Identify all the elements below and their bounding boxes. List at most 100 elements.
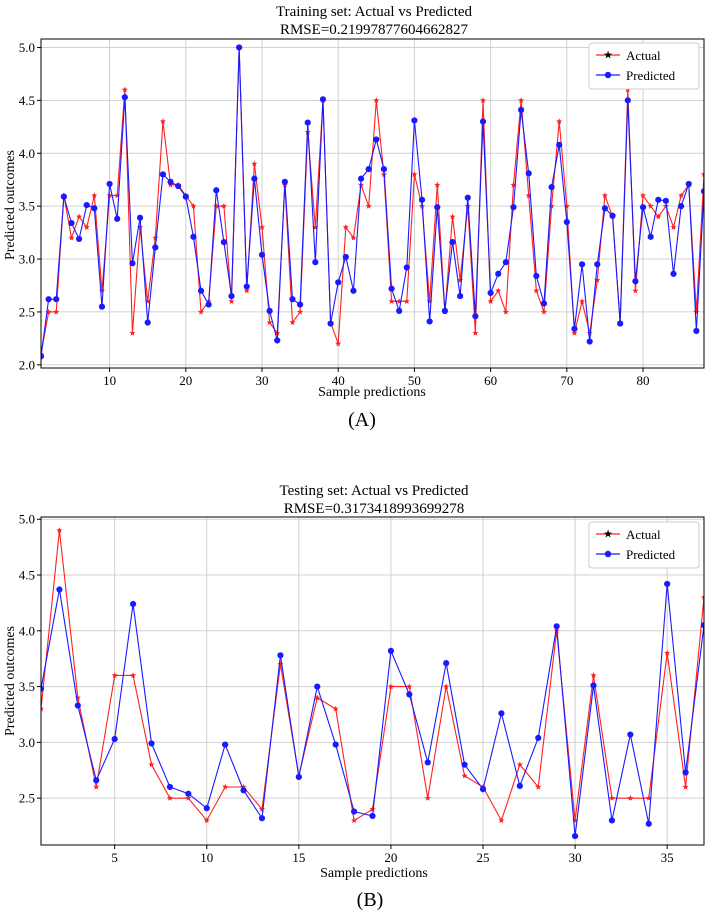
predicted-point xyxy=(342,253,349,261)
actual-point xyxy=(258,806,266,812)
actual-point xyxy=(121,86,128,93)
actual-point xyxy=(213,202,220,209)
chart-title: Training set: Actual vs Predicted xyxy=(276,4,473,20)
actual-point xyxy=(572,817,579,824)
predicted-point xyxy=(53,296,60,303)
actual-point xyxy=(424,794,431,801)
predicted-point xyxy=(662,197,669,204)
actual-point xyxy=(426,298,433,304)
panel-label: (A) xyxy=(348,409,376,431)
actual-point xyxy=(56,527,63,533)
predicted-point xyxy=(608,817,616,824)
legend-actual-star-icon: ★ xyxy=(603,529,613,541)
predicted-point xyxy=(498,710,505,717)
actual-point xyxy=(495,287,502,294)
actual-point xyxy=(68,234,75,241)
actual-point xyxy=(693,308,700,315)
panel-label: (B) xyxy=(357,889,384,911)
x-tick-label: 35 xyxy=(661,850,674,865)
predicted-point xyxy=(106,180,113,188)
predicted-point xyxy=(114,215,121,222)
actual-point xyxy=(111,672,118,679)
predicted-point xyxy=(60,193,67,200)
actual-point xyxy=(53,308,60,315)
predicted-point xyxy=(167,178,174,185)
actual-point xyxy=(74,694,81,701)
x-tick-label: 15 xyxy=(292,850,305,865)
actual-point xyxy=(83,224,90,230)
legend: ★ Actual Predicted xyxy=(588,42,700,90)
actual-point xyxy=(258,224,266,230)
legend-predicted-label: Predicted xyxy=(626,547,676,562)
actual-point xyxy=(148,761,155,768)
legend-actual-label: Actual xyxy=(626,527,661,542)
predicted-point xyxy=(205,301,212,308)
actual-point xyxy=(76,213,83,220)
actual-point xyxy=(312,224,319,230)
predicted-point xyxy=(319,96,327,103)
legend-predicted-label: Predicted xyxy=(626,68,676,83)
actual-point xyxy=(297,308,304,315)
series-line-actual xyxy=(41,47,704,355)
y-tick-label: 3.0 xyxy=(19,735,35,750)
predicted-point xyxy=(632,278,639,285)
actual-point xyxy=(647,202,654,209)
predicted-point xyxy=(166,783,174,791)
x-axis-label: Sample predictions xyxy=(318,385,426,400)
predicted-point xyxy=(609,212,616,219)
legend-actual-label: Actual xyxy=(626,48,661,63)
plot-frame xyxy=(40,38,705,369)
predicted-point xyxy=(457,292,464,300)
actual-point xyxy=(228,298,235,304)
actual-point xyxy=(510,181,517,188)
predicted-point xyxy=(190,233,197,240)
predicted-point xyxy=(312,259,319,266)
actual-point xyxy=(525,192,532,199)
predicted-point xyxy=(98,303,106,310)
actual-point xyxy=(516,761,523,768)
actual-point xyxy=(114,192,121,199)
actual-point xyxy=(586,329,593,336)
predicted-point xyxy=(289,296,296,303)
predicted-point xyxy=(639,204,647,211)
actual-point xyxy=(608,794,615,801)
predicted-point xyxy=(373,136,380,143)
actual-point xyxy=(106,192,113,199)
actual-point xyxy=(243,287,250,294)
predicted-point xyxy=(357,175,365,182)
actual-point xyxy=(655,213,662,220)
predicted-point xyxy=(495,270,502,277)
predicted-point xyxy=(594,261,601,268)
predicted-point xyxy=(472,313,479,320)
predicted-point xyxy=(535,734,542,741)
y-axis-label: Predicted outcomes xyxy=(3,150,18,260)
predicted-point xyxy=(443,660,450,667)
predicted-point xyxy=(571,325,578,332)
actual-point xyxy=(396,298,403,304)
predicted-point xyxy=(578,261,586,268)
actual-point xyxy=(627,794,634,801)
predicted-point xyxy=(682,769,689,776)
actual-point xyxy=(137,224,144,230)
x-tick-label: 30 xyxy=(256,373,269,388)
actual-point xyxy=(342,224,349,230)
predicted-point xyxy=(548,184,555,191)
y-tick-label: 3.5 xyxy=(19,199,35,214)
actual-point xyxy=(472,329,479,336)
predicted-point xyxy=(197,287,205,294)
actual-point xyxy=(277,661,284,667)
actual-point xyxy=(664,649,671,656)
predicted-point xyxy=(601,205,609,212)
predicted-point xyxy=(365,166,372,173)
actual-point xyxy=(222,783,229,790)
predicted-point xyxy=(41,685,45,692)
actual-point xyxy=(590,672,597,679)
actual-point xyxy=(601,192,608,199)
predicted-point xyxy=(441,307,448,314)
predicted-point xyxy=(678,203,685,210)
actual-point xyxy=(190,202,197,209)
predicted-point xyxy=(396,307,403,314)
series-line-predicted xyxy=(41,47,704,357)
x-tick-label: 20 xyxy=(179,373,192,388)
y-tick-label: 2.5 xyxy=(19,304,35,319)
